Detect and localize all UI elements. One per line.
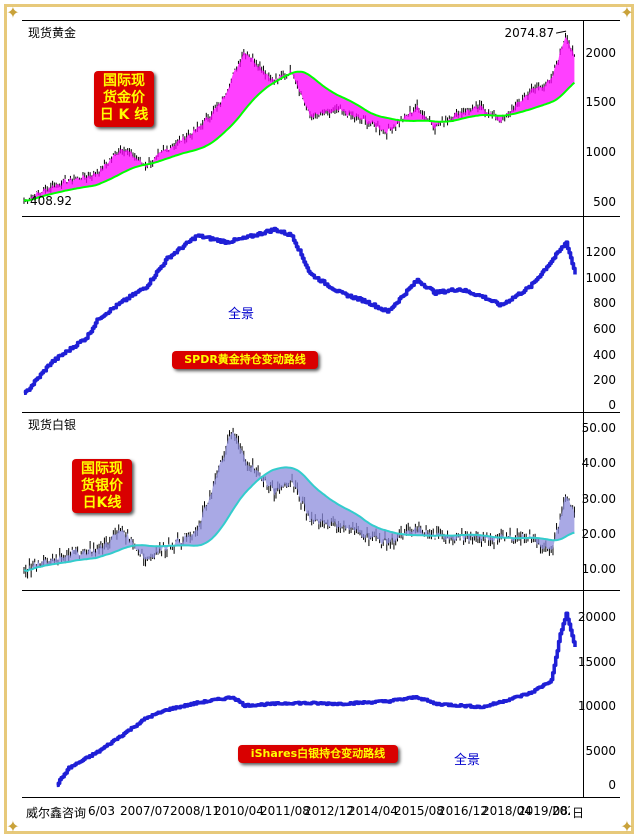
y-tick-label: 1000 <box>585 145 616 159</box>
gold-price-panel: 2074.87 408.92 现货黄金 国际现 货金价 日 K 线 2000 15… <box>22 20 620 216</box>
y-tick-label: 800 <box>593 296 616 310</box>
x-tick-label: 6/03 <box>88 804 115 818</box>
y-tick-label: 1000 <box>585 271 616 285</box>
gold-kline-chart: 2074.87 408.92 <box>23 26 576 208</box>
y-tick-label: 30.00 <box>581 492 616 506</box>
y-tick-label: 40.00 <box>581 456 616 470</box>
holdings-line <box>23 226 577 395</box>
ishares-holdings-badge: iShares白银持仓变动路线 <box>238 745 398 763</box>
x-tick-label: 2015/08 <box>394 804 444 818</box>
y-tick-label: 10.00 <box>581 562 616 576</box>
panel-title: 现货白银 <box>28 418 77 432</box>
spdr-holdings-chart <box>23 226 577 395</box>
badge-line: 日K线 <box>82 495 122 511</box>
silver-kline-chart <box>23 427 575 579</box>
silver-price-panel: 现货白银 国际现 货银价 日K线 50.00 40.00 30.00 20.00… <box>22 412 620 590</box>
y-tick-label: 50.00 <box>581 421 616 435</box>
x-tick-label: 2012/12 <box>304 804 354 818</box>
spdr-holdings-panel: 全景 SPDR黄金持仓变动路线 1200 1000 800 600 400 20… <box>22 216 620 412</box>
y-tick-label: 200 <box>593 373 616 387</box>
gold-kline-badge: 国际现 货金价 日 K 线 <box>94 71 154 127</box>
badge-line: 国际现 <box>103 73 145 89</box>
overview-label: 全景 <box>454 753 481 768</box>
x-tick-label: 2008/11 <box>170 804 220 818</box>
y-tick-label: 1500 <box>585 95 616 109</box>
low-price-annotation: 408.92 <box>30 194 72 208</box>
y-tick-label: 500 <box>593 195 616 209</box>
badge-line: 日 K 线 <box>99 107 149 123</box>
x-tick-label: 2016/12 <box>438 804 488 818</box>
y-tick-label: 20000 <box>577 610 616 624</box>
plot-area <box>22 21 584 216</box>
source-label: 威尔鑫咨询 <box>26 804 87 821</box>
plot-area <box>22 217 584 412</box>
spdr-holdings-badge: SPDR黄金持仓变动路线 <box>172 351 318 369</box>
moving-average-line <box>23 70 576 202</box>
x-tick-label: 2018/04 <box>482 804 532 818</box>
moving-average-line <box>23 466 575 572</box>
y-tick-label: 10000 <box>577 699 616 713</box>
y-tick-label: 2000 <box>585 46 616 60</box>
frame-corner-ornament-icon: ✦ <box>620 3 634 22</box>
badge-line: 货金价 <box>103 90 145 106</box>
x-tick-label: 2010/04 <box>214 804 264 818</box>
high-price-pointer <box>555 30 567 34</box>
badge-line: 货银价 <box>81 478 123 494</box>
x-axis: 6/03 2007/07 2008/11 2010/04 2011/08 201… <box>22 798 584 824</box>
y-tick-label: 0 <box>608 778 616 792</box>
y-tick-label: 1200 <box>585 245 616 259</box>
high-price-annotation: 2074.87 <box>504 26 554 40</box>
x-tick-label: 2011/08 <box>260 804 310 818</box>
badge-line: 国际现 <box>81 461 123 477</box>
ma-deviation-fill <box>24 431 575 572</box>
plot-area <box>22 413 584 590</box>
y-tick-label: 5000 <box>585 744 616 758</box>
frame-corner-ornament-icon: ✦ <box>620 817 634 836</box>
y-tick-label: 0 <box>608 398 616 412</box>
frame-corner-ornament-icon: ✦ <box>6 3 20 22</box>
overview-label: 全景 <box>228 307 255 322</box>
holdings-line <box>56 611 577 788</box>
decorative-frame <box>4 4 634 834</box>
y-tick-label: 15000 <box>577 655 616 669</box>
x-tick-label: 2007/07 <box>120 804 170 818</box>
ishares-holdings-panel: iShares白银持仓变动路线 全景 20000 15000 10000 500… <box>22 590 620 798</box>
x-tick-label: 2019/08 <box>518 804 568 818</box>
silver-kline-badge: 国际现 货银价 日K线 <box>72 459 132 513</box>
x-axis-interval-label: 日线 <box>570 804 584 821</box>
panel-title: 现货黄金 <box>28 26 77 40</box>
y-tick-label: 20.00 <box>581 527 616 541</box>
ishares-holdings-chart <box>56 611 577 788</box>
y-tick-label: 400 <box>593 348 616 362</box>
x-tick-label: 2014/04 <box>348 804 398 818</box>
y-tick-label: 600 <box>593 322 616 336</box>
frame-corner-ornament-icon: ✦ <box>6 817 20 836</box>
plot-area <box>22 591 584 797</box>
